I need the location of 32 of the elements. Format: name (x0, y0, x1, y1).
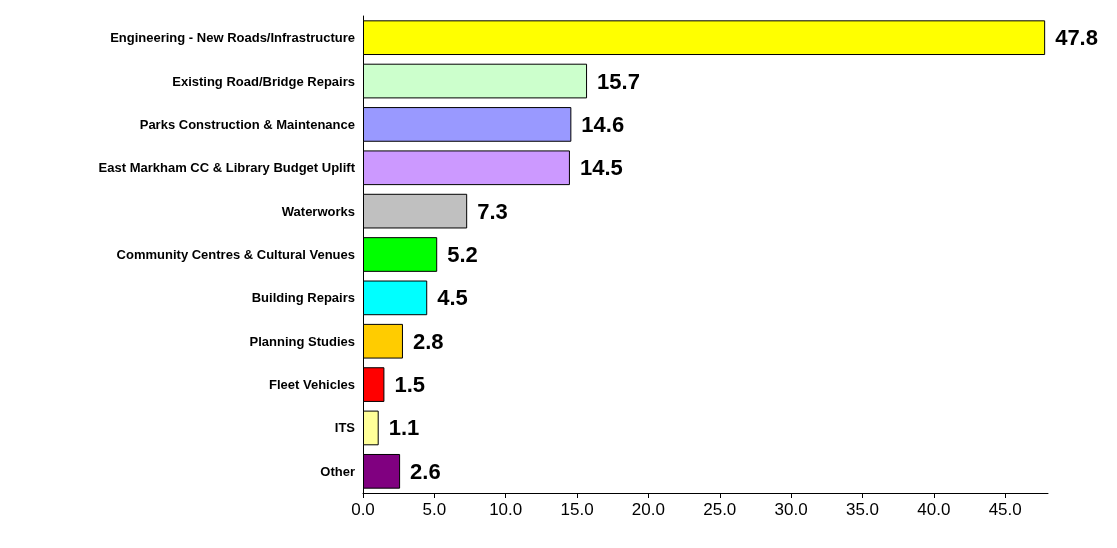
x-tick-label: 15.0 (560, 500, 594, 519)
data-label: 14.6 (581, 111, 625, 137)
y-tick-label: Engineering - New Roads/Infrastructure (110, 30, 355, 46)
x-tick-label: 10.0 (489, 500, 523, 519)
x-tick-label: 40.0 (917, 500, 951, 519)
data-label: 2.6 (410, 458, 441, 484)
x-tick-label: 45.0 (988, 500, 1022, 519)
y-tick-label: ITS (334, 420, 356, 436)
data-label: 47.8 (1055, 25, 1098, 51)
y-tick-label: East Markham CC & Library Budget Uplift (98, 160, 356, 176)
data-label: 14.5 (579, 155, 623, 181)
y-tick-label: Fleet Vehicles (269, 377, 355, 393)
data-label: 1.1 (388, 415, 420, 441)
y-tick-label: Other (320, 463, 355, 479)
y-tick-label: Waterworks (281, 203, 355, 219)
y-tick-label: Building Repairs (251, 290, 355, 306)
x-tick-label: 25.0 (703, 500, 737, 519)
x-tick-label: 30.0 (774, 500, 808, 519)
y-tick-label: Planning Studies (249, 333, 355, 349)
data-label: 15.7 (597, 68, 640, 94)
data-label: 1.5 (394, 372, 425, 398)
y-tick-label: Existing Road/Bridge Repairs (172, 73, 355, 89)
y-tick-label: Parks Construction & Maintenance (139, 116, 355, 132)
data-label: 4.5 (437, 285, 468, 311)
data-label: 7.3 (477, 198, 508, 224)
x-tick-label: 20.0 (631, 500, 665, 519)
x-tick-label: 35.0 (845, 500, 880, 519)
data-label: 5.2 (447, 242, 478, 267)
x-tick-label: 5.0 (422, 500, 447, 519)
y-tick-label: Community Centres & Cultural Venues (116, 247, 355, 262)
x-tick-label: 0.0 (351, 500, 375, 519)
data-label: 2.8 (412, 328, 444, 354)
